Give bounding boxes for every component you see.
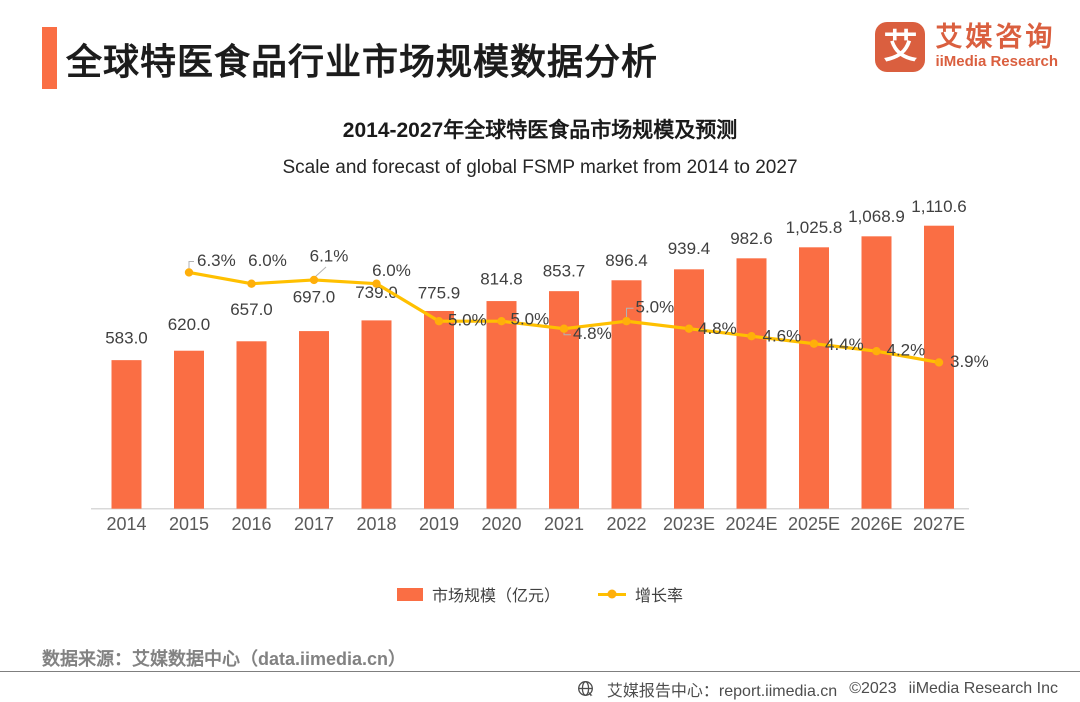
x-axis-label: 2020 [481, 514, 521, 534]
bar-value-label: 657.0 [230, 300, 273, 319]
bar [736, 258, 767, 509]
brand-logo-icon: 艾 [875, 22, 926, 72]
growth-point [747, 332, 756, 341]
bar-value-label: 814.8 [480, 270, 523, 289]
x-axis-label: 2025E [788, 514, 840, 534]
x-axis-label: 2019 [419, 514, 459, 534]
x-axis-label: 2024E [725, 514, 777, 534]
title-accent-bar [42, 27, 57, 89]
legend-item-market-scale: 市场规模（亿元） [396, 582, 560, 606]
x-axis-label: 2022 [606, 514, 646, 534]
bar-value-label: 620.0 [168, 315, 211, 334]
line-swatch-icon [598, 589, 626, 599]
globe-icon [577, 680, 595, 698]
growth-label: 4.4% [825, 335, 864, 354]
growth-label: 5.0% [636, 298, 675, 317]
x-axis-label: 2018 [356, 514, 396, 534]
growth-point [809, 339, 819, 348]
data-source: 数据来源：艾媒数据中心（data.iimedia.cn） [42, 649, 407, 669]
bar [674, 269, 704, 509]
bar [924, 225, 954, 509]
x-axis-label: 2021 [544, 514, 584, 534]
growth-point [684, 324, 694, 333]
bar [799, 247, 829, 509]
x-axis-label: 2016 [231, 514, 271, 534]
brand-logo: 艾 艾媒咨询 iiMedia Research [875, 22, 1058, 72]
chart-title-block: 2014-2027年全球特医食品市场规模及预测 Scale and foreca… [0, 118, 1080, 180]
footer-divider [0, 671, 1080, 672]
brand-name-cn: 艾媒咨询 [935, 22, 1056, 53]
bar-value-label: 775.9 [418, 283, 461, 302]
growth-point [559, 324, 569, 333]
growth-label: 5.0% [448, 311, 487, 330]
report-center-link: 艾媒报告中心：report.iimedia.cn [606, 683, 838, 700]
bar [236, 341, 267, 509]
legend-item-growth-rate: 增长率 [598, 582, 683, 606]
bar [361, 320, 392, 509]
bar-swatch-icon [396, 587, 423, 601]
bar-value-label: 853.7 [543, 262, 586, 281]
page-title: 全球特医食品行业市场规模数据分析 [66, 41, 659, 82]
bar-value-label: 939.4 [668, 239, 711, 258]
growth-label: 4.2% [887, 341, 926, 360]
growth-label: 4.8% [573, 324, 612, 343]
growth-label: 6.0% [248, 251, 287, 270]
growth-point [184, 268, 194, 277]
bar [861, 236, 892, 509]
brand-name-en: iiMedia Research [935, 52, 1058, 70]
x-axis-label: 2026E [850, 514, 902, 534]
bar-value-label: 697.0 [293, 288, 336, 307]
growth-label: 6.3% [197, 251, 236, 270]
growth-label-leader [626, 307, 634, 320]
chart-legend: 市场规模（亿元） 增长率 [0, 582, 1080, 606]
growth-point [497, 317, 506, 326]
bar-value-label: 1,068.9 [848, 207, 905, 226]
bar [486, 301, 517, 509]
growth-point [247, 279, 256, 288]
brand-logo-glyph: 艾 [883, 28, 918, 66]
x-axis-label: 2014 [106, 514, 146, 534]
growth-label: 5.0% [511, 310, 550, 329]
bar-value-label: 1,110.6 [911, 197, 966, 216]
x-axis-label: 2017 [294, 514, 334, 534]
bar-value-label: 896.4 [605, 251, 648, 270]
growth-point [872, 347, 881, 356]
copyright: ©2023 [849, 680, 897, 697]
bar [111, 360, 142, 509]
growth-label-leader [188, 260, 194, 271]
x-axis-label: 2027E [913, 514, 965, 534]
growth-point [309, 275, 319, 285]
growth-point [372, 279, 381, 288]
chart-title: 2014-2027年全球特医食品市场规模及预测 [342, 119, 738, 142]
growth-label: 4.8% [698, 319, 737, 338]
chart-subtitle: Scale and forecast of global FSMP market… [282, 157, 798, 178]
bar-value-label: 739.0 [355, 283, 398, 302]
growth-label: 6.1% [310, 246, 349, 265]
bar [299, 331, 329, 509]
growth-point [934, 358, 944, 367]
bar-value-label: 583.0 [105, 329, 148, 348]
growth-label-leader [314, 266, 327, 278]
bar [424, 310, 454, 509]
line-marker-icon [607, 589, 617, 599]
bar-value-label: 982.6 [730, 229, 773, 248]
x-axis-label: 2023E [663, 514, 715, 534]
growth-point [622, 317, 631, 326]
growth-label: 3.9% [950, 352, 989, 371]
growth-point [434, 317, 444, 326]
footer-info: 艾媒报告中心：report.iimedia.cn ©2023 iiMedia R… [577, 677, 1058, 701]
brand-logo-text: 艾媒咨询 iiMedia Research [935, 22, 1058, 71]
bar [174, 350, 204, 509]
x-axis-label: 2015 [169, 514, 209, 534]
legend-item-label: 增长率 [635, 588, 684, 605]
bar-value-label: 1,025.8 [786, 218, 843, 237]
company-name: iiMedia Research Inc [908, 680, 1058, 697]
growth-label: 4.6% [763, 327, 802, 346]
growth-label: 6.0% [372, 261, 411, 280]
legend-item-label: 市场规模（亿元） [431, 588, 560, 605]
